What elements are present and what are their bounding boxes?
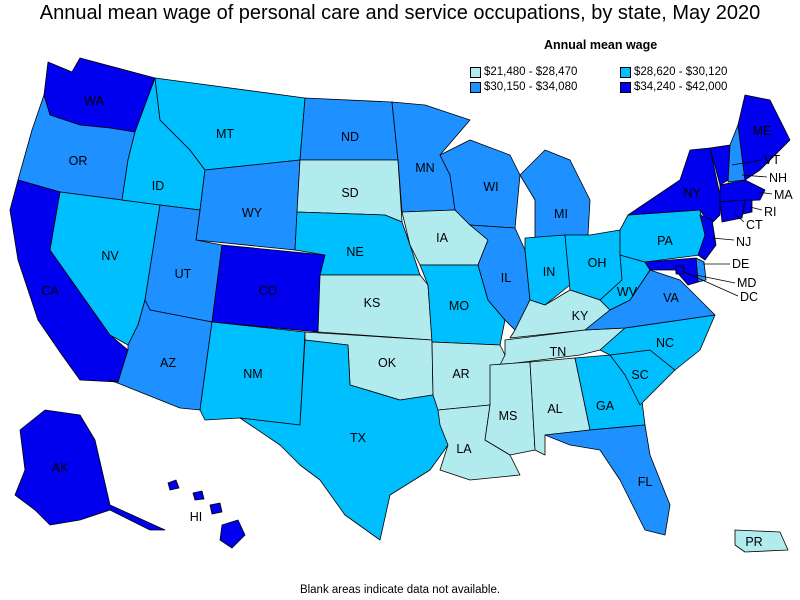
leader-RI bbox=[749, 206, 763, 211]
state-MI[interactable] bbox=[519, 149, 591, 239]
leader-MA bbox=[757, 191, 773, 195]
label-WV: WV bbox=[617, 285, 638, 299]
state-HI[interactable] bbox=[219, 519, 246, 549]
state-AK[interactable] bbox=[14, 409, 166, 531]
state-TX[interactable] bbox=[239, 339, 449, 541]
label-OR: OR bbox=[69, 154, 88, 168]
label-TX: TX bbox=[350, 431, 367, 445]
state-HI-oahu[interactable] bbox=[192, 490, 205, 501]
label-PA: PA bbox=[657, 234, 673, 248]
label-PR: PR bbox=[745, 535, 762, 549]
label-WI: WI bbox=[483, 180, 498, 194]
label-WA: WA bbox=[84, 94, 104, 108]
label-RI: RI bbox=[764, 205, 777, 219]
label-OK: OK bbox=[378, 356, 397, 370]
label-LA: LA bbox=[456, 442, 472, 456]
state-CT[interactable] bbox=[719, 199, 746, 223]
label-ND: ND bbox=[341, 130, 359, 144]
label-DC: DC bbox=[740, 290, 758, 304]
leader-CT bbox=[734, 213, 745, 223]
label-OH: OH bbox=[588, 256, 607, 270]
legend-swatch-tier-2 bbox=[620, 66, 631, 78]
label-MI: MI bbox=[554, 207, 568, 221]
state-IL[interactable] bbox=[469, 224, 531, 331]
label-CO: CO bbox=[259, 284, 278, 298]
leader-MD bbox=[695, 274, 736, 284]
label-TN: TN bbox=[550, 345, 567, 359]
leader-DC bbox=[681, 270, 739, 297]
state-DC[interactable] bbox=[675, 265, 685, 275]
label-VA: VA bbox=[663, 291, 679, 305]
label-ID: ID bbox=[152, 179, 165, 193]
label-AL: AL bbox=[547, 402, 562, 416]
leader-NJ bbox=[711, 237, 735, 241]
label-MD: MD bbox=[737, 276, 756, 290]
label-SC: SC bbox=[631, 368, 648, 382]
state-RI[interactable] bbox=[742, 199, 753, 215]
label-FL: FL bbox=[638, 475, 653, 489]
label-MS: MS bbox=[499, 409, 518, 423]
label-NM: NM bbox=[243, 367, 262, 381]
leader-NH bbox=[741, 174, 768, 178]
label-NE: NE bbox=[346, 245, 363, 259]
label-AZ: AZ bbox=[160, 356, 176, 370]
legend-swatch-tier-1 bbox=[470, 66, 481, 78]
state-HI-kauai[interactable] bbox=[167, 479, 180, 491]
legend-item-tier-3: $30,150 - $34,080 bbox=[470, 81, 577, 93]
legend-label-tier-2: $28,620 - $30,120 bbox=[634, 66, 728, 78]
legend-swatch-tier-3 bbox=[470, 81, 481, 93]
label-DE: DE bbox=[732, 257, 749, 271]
label-MA: MA bbox=[774, 188, 793, 202]
label-IL: IL bbox=[501, 271, 511, 285]
state-FL[interactable] bbox=[544, 424, 671, 536]
legend-item-tier-4: $34,240 - $42,000 bbox=[620, 81, 727, 93]
label-ME: ME bbox=[753, 124, 772, 138]
label-NJ: NJ bbox=[736, 235, 751, 249]
legend-label-tier-3: $30,150 - $34,080 bbox=[484, 81, 578, 93]
label-NY: NY bbox=[683, 186, 701, 200]
label-VT: VT bbox=[764, 153, 780, 167]
label-KY: KY bbox=[572, 309, 589, 323]
legend-swatch-tier-4 bbox=[620, 81, 631, 93]
footnote: Blank areas indicate data not available. bbox=[299, 584, 501, 596]
state-AZ[interactable] bbox=[109, 299, 213, 411]
legend-item-tier-2: $28,620 - $30,120 bbox=[620, 66, 727, 78]
label-AR: AR bbox=[452, 367, 469, 381]
state-HI-maui[interactable] bbox=[209, 502, 223, 515]
label-MN: MN bbox=[415, 161, 434, 175]
legend-label-tier-1: $21,480 - $28,470 bbox=[484, 66, 578, 78]
label-IN: IN bbox=[543, 265, 556, 279]
state-MA[interactable] bbox=[719, 179, 766, 203]
state-PR[interactable] bbox=[734, 529, 789, 553]
label-HI: HI bbox=[190, 510, 203, 524]
label-GA: GA bbox=[596, 399, 615, 413]
state-NJ[interactable] bbox=[697, 214, 717, 261]
state-MD[interactable] bbox=[644, 257, 699, 286]
legend-item-tier-1: $21,480 - $28,470 bbox=[470, 66, 577, 78]
label-CA: CA bbox=[41, 284, 59, 298]
label-NC: NC bbox=[656, 336, 674, 350]
label-UT: UT bbox=[175, 267, 192, 281]
legend-label-tier-4: $34,240 - $42,000 bbox=[634, 81, 728, 93]
label-NH: NH bbox=[769, 171, 787, 185]
label-MO: MO bbox=[449, 299, 469, 313]
label-KS: KS bbox=[364, 296, 381, 310]
label-IA: IA bbox=[436, 231, 448, 245]
state-WY[interactable] bbox=[195, 159, 301, 251]
label-NV: NV bbox=[101, 249, 119, 263]
label-SD: SD bbox=[341, 186, 358, 200]
legend-title: Annual mean wage bbox=[544, 38, 658, 52]
leader-VT bbox=[731, 159, 763, 166]
state-ND[interactable] bbox=[299, 97, 399, 161]
label-AK: AK bbox=[52, 461, 69, 475]
map-title: Annual mean wage of personal care and se… bbox=[39, 2, 761, 24]
label-CT: CT bbox=[746, 218, 763, 232]
label-MT: MT bbox=[216, 127, 234, 141]
label-WY: WY bbox=[242, 206, 263, 220]
